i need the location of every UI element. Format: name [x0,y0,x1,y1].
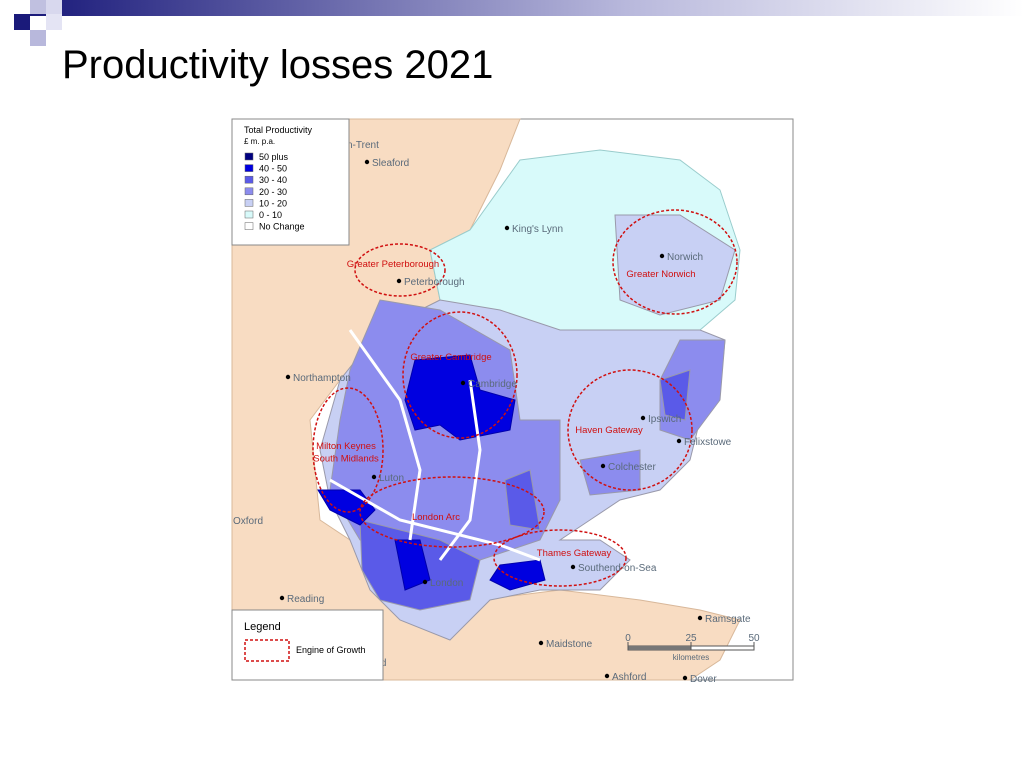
place-label: Sleaford [372,158,409,169]
engine-labels: Greater Peterborough Greater Cambridge Gre… [313,259,695,559]
place-dot [570,564,576,570]
legend-swatch [244,175,254,184]
engine-label: South Midlands [313,454,379,465]
engine-label: Greater Cambridge [410,352,491,363]
engine-outline [402,311,518,439]
legend-swatch [244,164,254,172]
place-label: Maidstone [546,639,593,650]
legend-label: No Change [259,222,305,232]
place-label: Oxford [233,516,263,527]
legend-label: 10 - 20 [259,198,287,208]
legend-swatch [244,199,254,207]
legend-swatch [244,222,254,230]
place-dot [504,225,510,231]
legend-label: 30 - 40 [259,175,287,185]
place-label: Northampton [293,373,351,384]
engine-label: Haven Gateway [575,425,643,436]
legend-swatch [244,187,254,196]
places: n-Trent Sleaford King's Lynn Peterborough No… [233,140,751,685]
region [359,369,691,611]
place-label: London [430,578,463,589]
map: n-Trent Sleaford King's Lynn Peterborough No… [231,118,794,685]
header-square [30,30,46,46]
scale-tick-label: 50 [748,633,760,644]
legend-unit: £ m. p.a. [244,137,275,146]
engine-outline [612,209,738,315]
header-square [14,14,30,30]
header-square [46,0,62,14]
engine-label: London Arc [412,512,460,523]
engine-outline [567,369,693,491]
place-label: Reading [287,594,324,605]
place-label: Peterborough [404,277,465,288]
key-symbol [244,639,290,662]
slide-title: Productivity losses 2021 [62,43,493,87]
scale-tick-label: 25 [685,633,697,644]
place-dot [371,474,377,480]
key-box [231,609,384,681]
place-label: Luton [379,473,404,484]
region [614,214,736,316]
legend-swatch [244,152,254,161]
place-label: n-Trent [347,140,379,151]
legend-label: 20 - 30 [259,187,287,197]
place-label: Ashford [612,672,646,683]
place-dot [538,640,544,646]
legend-label: 50 plus [259,152,289,162]
place-dot [279,595,285,601]
place-label: Ipswich [648,414,681,425]
engine-outline [359,476,545,548]
place-label: Cambridge [468,379,517,390]
place-label: Dover [690,674,717,685]
legend-label: 0 - 10 [259,210,282,220]
place-dot [604,673,610,679]
place-label: King's Lynn [512,224,563,235]
place-dot [285,374,291,380]
region [317,354,546,591]
place-dot [396,278,402,284]
place-dot [676,438,682,444]
place-dot [460,380,466,386]
engine-outline [312,387,384,513]
engine-label: Milton Keynes [316,441,376,452]
place-label: Felixstowe [684,437,732,448]
scale-body [628,646,691,650]
engines [312,209,738,587]
scale-tick-label: 0 [625,633,631,644]
place-label: Southend-on-Sea [578,563,657,574]
place-dot [659,253,665,259]
place-dot [682,675,688,681]
engine-label: Greater Norwich [626,269,695,280]
scale-bar: 0 25 50 kilometres [625,633,760,662]
header-square [30,0,46,14]
key-title: Legend [244,621,281,633]
legend-label: 40 - 50 [259,164,287,174]
road [348,329,422,541]
engine-label: Greater Peterborough [347,259,439,270]
place-dot [600,463,606,469]
place-dot [422,579,428,585]
place-dot [640,415,646,421]
legend-swatch [244,210,254,219]
engine-label: Thames Gateway [537,548,612,559]
header-square [46,14,62,30]
scale-unit: kilometres [673,653,709,662]
engine-outline [493,529,627,587]
road [438,379,482,561]
legend-title: Total Productivity [244,125,313,135]
key-label: Engine of Growth [296,645,366,655]
place-label: Ramsgate [705,614,751,625]
engine-outline [354,243,446,297]
place-label: Colchester [608,462,656,473]
place-dot [364,159,370,165]
place-label: Norwich [667,252,703,263]
header-bar [30,0,1024,16]
place-dot [697,615,703,621]
